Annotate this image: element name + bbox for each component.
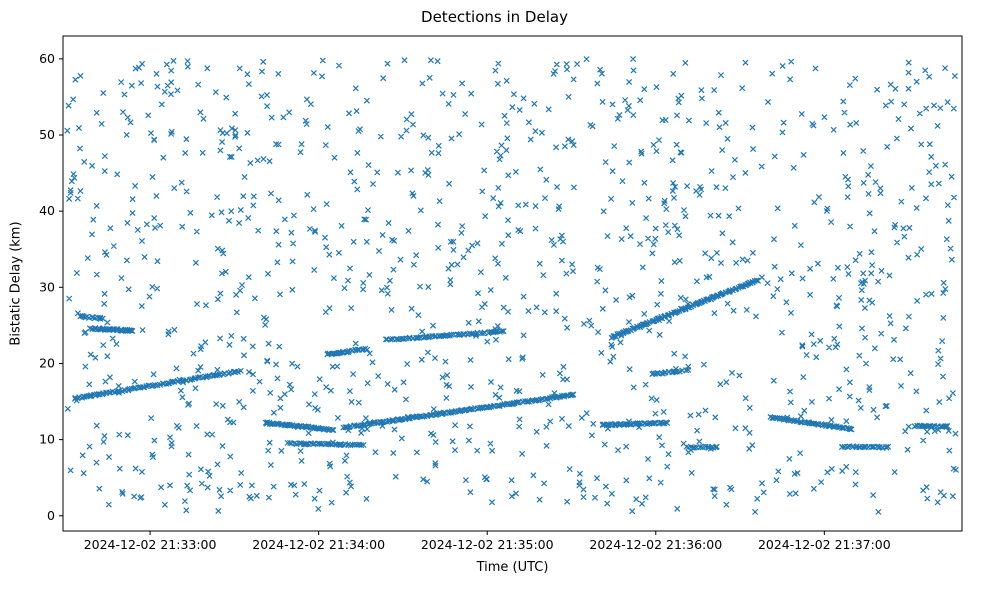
- x-tick-label: 2024-12-02 21:35:00: [421, 537, 554, 552]
- y-tick-label: 40: [39, 203, 55, 218]
- y-tick-label: 20: [39, 355, 55, 370]
- plot-frame: [62, 35, 963, 532]
- y-axis-label: Bistatic Delay (km): [8, 221, 24, 346]
- x-tick-label: 2024-12-02 21:34:00: [252, 537, 385, 552]
- y-tick-label: 30: [39, 279, 55, 294]
- y-tick-label: 60: [39, 51, 55, 66]
- y-tick-label: 10: [39, 432, 55, 447]
- scatter-points: [64, 55, 959, 515]
- y-tick-label: 50: [39, 127, 55, 142]
- x-tick-label: 2024-12-02 21:37:00: [758, 537, 891, 552]
- y-tick-label: 0: [47, 508, 55, 523]
- x-tick-label: 2024-12-02 21:36:00: [589, 537, 722, 552]
- x-axis-label: Time (UTC): [476, 560, 549, 575]
- chart-title: Detections in Delay: [421, 8, 568, 26]
- x-tick-label: 2024-12-02 21:33:00: [84, 537, 217, 552]
